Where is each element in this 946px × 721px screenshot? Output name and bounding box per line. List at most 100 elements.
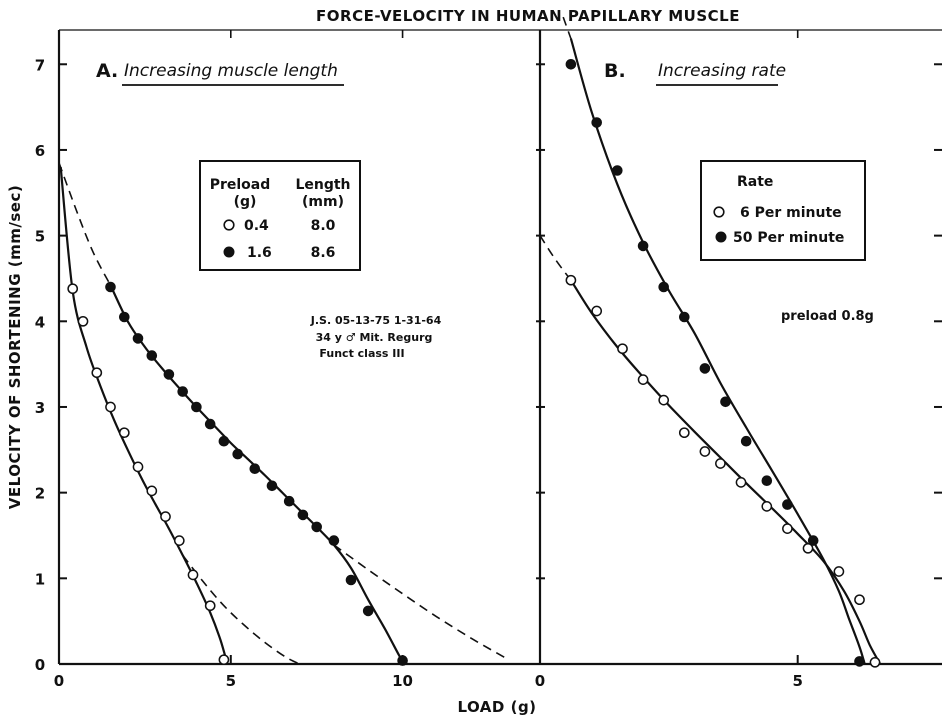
panel-b-title: B. Increasing rate (604, 60, 786, 86)
point-b-filled-1 (591, 117, 603, 128)
legend-b-header: Rate (737, 174, 773, 190)
point-b-open-3 (637, 374, 649, 385)
point-a-filled-1 (119, 311, 130, 323)
point-a-filled-11 (266, 480, 278, 492)
point-a-filled-9 (232, 448, 243, 460)
point-a-open-4 (118, 427, 130, 439)
point-b-filled-0 (565, 59, 577, 70)
point-b-filled-4 (658, 281, 670, 293)
point-a-open-6 (146, 485, 158, 497)
x-tick-label-a-0: 0 (54, 672, 64, 690)
annotation-panel-b: preload 0.8g (781, 309, 874, 324)
point-a-open-5 (132, 461, 144, 473)
legend-a-header-preload: Preload (210, 177, 271, 193)
legend-b-label-2: 50 Per minute (733, 230, 844, 246)
point-b-open-2 (617, 343, 628, 355)
x-axis-label: LOAD (g) (457, 698, 536, 716)
legend-b-filled-marker (715, 231, 727, 243)
curve-b-1-solid (569, 279, 882, 665)
point-b-open-1 (591, 305, 603, 317)
point-a-open-10 (204, 600, 216, 612)
point-b-filled-3 (637, 240, 649, 252)
legend-a-unit-length: (mm) (302, 194, 344, 210)
legend-a-length-1: 8.0 (311, 218, 336, 234)
legend-a-length-2: 8.6 (311, 245, 336, 261)
point-b-open-7 (715, 458, 726, 469)
point-a-open-9 (187, 569, 199, 581)
legend-b-box (700, 160, 866, 261)
curve-a-4-dashed (333, 544, 507, 659)
panel-a-subtitle: Increasing muscle length (124, 61, 338, 81)
point-b-open-10 (782, 523, 793, 534)
point-a-open-11 (218, 654, 230, 666)
legend-a-preload-2: 1.6 (247, 245, 272, 261)
legend-a-preload-1: 0.4 (244, 218, 269, 234)
point-b-open-13 (854, 594, 865, 606)
point-a-open-3 (105, 401, 116, 413)
point-a-open-1 (77, 315, 89, 327)
x-tick-label-b-5: 5 (792, 672, 802, 690)
point-b-filled-2 (612, 165, 623, 176)
y-tick-label-6: 6 (35, 142, 45, 160)
curve-b-2-dashed (562, 16, 572, 39)
point-b-open-9 (761, 501, 773, 512)
point-a-filled-3 (146, 350, 158, 361)
y-tick-label-0: 0 (35, 656, 45, 674)
point-a-filled-16 (345, 574, 357, 586)
point-b-filled-6 (699, 363, 711, 374)
y-tick-label-4: 4 (35, 313, 45, 331)
point-a-open-7 (160, 511, 171, 522)
point-b-open-5 (678, 427, 690, 439)
point-a-open-8 (173, 535, 185, 546)
y-tick-label-5: 5 (35, 228, 45, 246)
y-tick-label-7: 7 (35, 56, 45, 74)
y-tick-label-2: 2 (35, 485, 45, 503)
annotation-panel-a: J.S. 05-13-75 1-31-64 34 y ♂ Mit. Regurg… (310, 314, 442, 360)
curve-a-2-dashed (58, 162, 112, 286)
point-a-open-0 (67, 283, 79, 295)
point-a-filled-4 (163, 369, 175, 380)
curve-a-0-solid (59, 166, 229, 665)
y-axis-label: VELOCITY OF SHORTENING (mm/sec) (6, 185, 24, 509)
legend-a-filled-marker (223, 246, 235, 258)
legend-a-box (199, 160, 361, 271)
point-b-filled-10 (782, 499, 793, 510)
point-a-filled-18 (397, 655, 408, 666)
point-a-filled-5 (177, 386, 188, 397)
point-a-filled-2 (132, 333, 144, 344)
panel-b-subtitle: Increasing rate (658, 61, 786, 81)
panel-a-letter: A. (96, 60, 118, 82)
point-b-open-14 (869, 656, 881, 668)
point-a-filled-12 (283, 495, 295, 507)
point-a-filled-7 (204, 418, 216, 430)
point-a-open-2 (91, 367, 103, 379)
legend-a-unit-preload: (g) (234, 194, 257, 210)
point-a-filled-6 (191, 401, 202, 413)
point-b-open-0 (565, 274, 577, 286)
legend-a-open-marker (223, 219, 235, 231)
panel-b-letter: B. (604, 60, 626, 82)
point-b-open-11 (802, 542, 814, 554)
point-b-filled-7 (720, 396, 731, 408)
x-tick-label-a-10: 10 (392, 672, 413, 690)
point-a-filled-13 (297, 509, 309, 521)
point-b-filled-5 (679, 311, 690, 323)
curve-b-0-dashed (539, 235, 572, 281)
chart-title: FORCE-VELOCITY IN HUMAN PAPILLARY MUSCLE (316, 7, 740, 25)
fitted-curves (58, 16, 882, 665)
point-a-filled-8 (218, 435, 230, 447)
point-a-filled-14 (311, 521, 323, 533)
point-a-filled-0 (105, 281, 116, 293)
point-a-filled-17 (362, 605, 374, 617)
point-b-filled-12 (854, 656, 865, 667)
legend-panel-b: Rate 6 Per minute 50 Per minute (700, 160, 866, 261)
x-tick-label-b-0: 0 (535, 672, 545, 690)
curve-a-3-solid (109, 284, 406, 665)
panel-a-title: A. Increasing muscle length (96, 60, 344, 86)
y-tick-label-1: 1 (35, 570, 45, 588)
annotation-a-line-1: J.S. 05-13-75 1-31-64 (310, 314, 442, 327)
curve-b-3-solid (569, 38, 866, 665)
annotation-a-line-2: 34 y ♂ Mit. Regurg (316, 331, 433, 344)
point-b-open-12 (833, 566, 845, 577)
